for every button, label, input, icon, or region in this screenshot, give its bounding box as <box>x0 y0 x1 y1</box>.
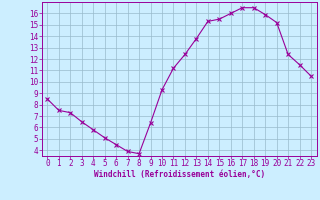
X-axis label: Windchill (Refroidissement éolien,°C): Windchill (Refroidissement éolien,°C) <box>94 170 265 179</box>
